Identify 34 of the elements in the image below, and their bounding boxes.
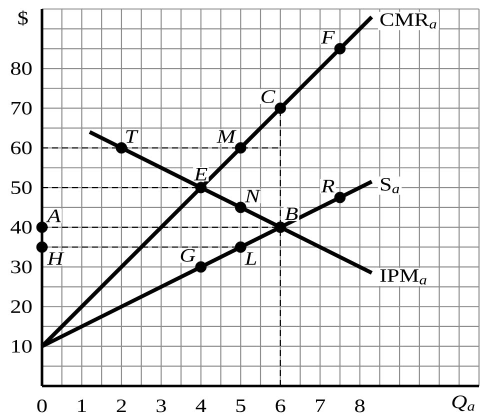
x-tick-label: 6	[276, 400, 286, 412]
series-label: CMR$_{a}$	[380, 13, 436, 29]
y-tick-label: 80	[10, 62, 32, 75]
y-tick-label: 10	[12, 340, 32, 353]
y-tick-label: 30	[11, 260, 32, 274]
annotation: T	[126, 130, 138, 143]
y-tick-label: 70	[12, 102, 32, 115]
x-tick-label: 1	[78, 400, 86, 412]
annotation: F	[320, 31, 335, 44]
annotation: N	[244, 190, 261, 202]
y-tick-label: 20	[11, 300, 32, 314]
x-tick-label: 4	[196, 400, 206, 412]
annotation: B	[284, 208, 298, 220]
y-tick-label: 50	[11, 181, 32, 194]
series-label: S$_{a}$	[380, 178, 400, 194]
x-tick-label: 2	[116, 400, 126, 412]
y-axis-title: $	[18, 10, 28, 26]
annotation: C	[262, 90, 276, 104]
annotation: M	[216, 130, 236, 143]
x-tick-label: 7	[316, 400, 326, 412]
annotation: R	[320, 180, 334, 192]
y-tick-label: 60	[11, 142, 32, 154]
x-tick-label: 8	[355, 400, 365, 412]
annotation: H	[46, 252, 64, 265]
x-tick-label: 3	[156, 400, 166, 412]
x-tick-label: 0	[37, 400, 47, 412]
x-axis-title: Q$_{a}$	[452, 396, 474, 412]
y-tick-label: 40	[10, 220, 32, 234]
annotation: L	[244, 252, 256, 265]
annotation: A	[46, 210, 61, 222]
annotation: E	[194, 168, 208, 180]
annotation: G	[180, 249, 196, 262]
series-label: IPM$_{a}$	[380, 269, 426, 284]
x-tick-label: 5	[236, 400, 246, 412]
